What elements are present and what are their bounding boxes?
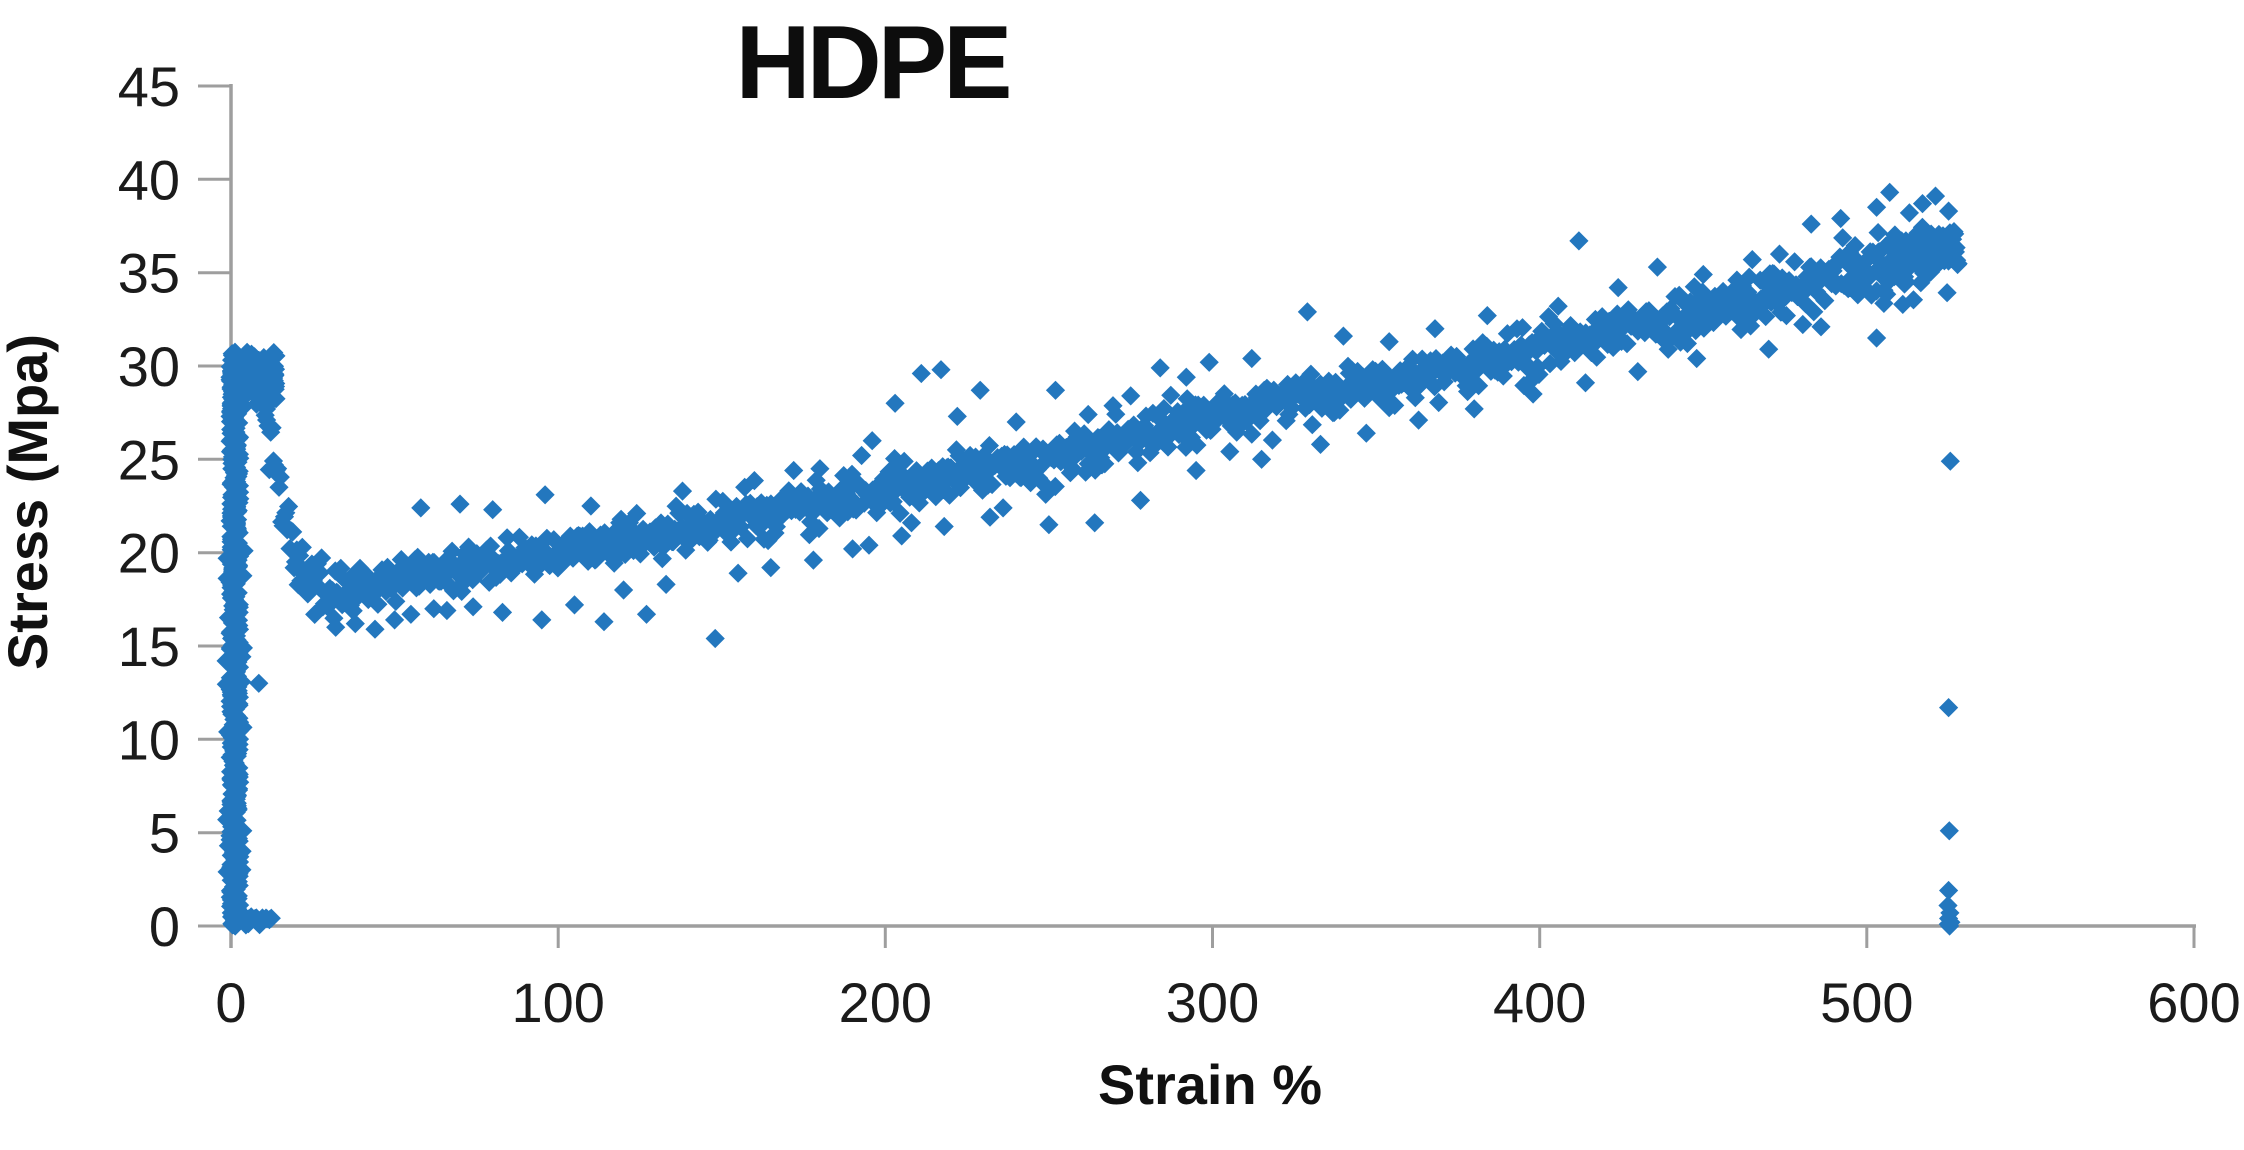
x-tick-label: 600 [2147, 971, 2240, 1034]
y-tick-marks [198, 84, 231, 928]
y-tick-label: 40 [118, 148, 180, 211]
y-tick-label: 30 [118, 335, 180, 398]
y-tick-label: 10 [118, 708, 180, 771]
y-tick-label: 0 [149, 895, 180, 958]
x-tick-label: 0 [215, 971, 246, 1034]
y-tick-label: 5 [149, 802, 180, 865]
scatter-series [216, 182, 1968, 936]
x-tick-label: 100 [511, 971, 604, 1034]
y-tick-label: 35 [118, 242, 180, 305]
axes: 0 5 10 15 20 25 30 35 40 45 0 100 200 300 400 500 600 [118, 55, 2241, 1034]
x-tick-label: 500 [1820, 971, 1913, 1034]
y-axis-label: Stress (Mpa) [0, 334, 59, 670]
x-tick-label: 400 [1493, 971, 1586, 1034]
y-tick-label: 45 [118, 55, 180, 118]
x-tick-labels: 0 100 200 300 400 500 600 [215, 971, 2240, 1034]
x-tick-label: 300 [1166, 971, 1259, 1034]
x-tick-marks [229, 926, 2196, 948]
y-tick-label: 25 [118, 428, 180, 491]
chart-title: HDPE [736, 5, 1010, 121]
x-tick-label: 200 [839, 971, 932, 1034]
x-axis-label: Strain % [1098, 1053, 1322, 1116]
y-tick-label: 15 [118, 615, 180, 678]
y-tick-labels: 0 5 10 15 20 25 30 35 40 45 [118, 55, 180, 958]
y-tick-label: 20 [118, 522, 180, 585]
